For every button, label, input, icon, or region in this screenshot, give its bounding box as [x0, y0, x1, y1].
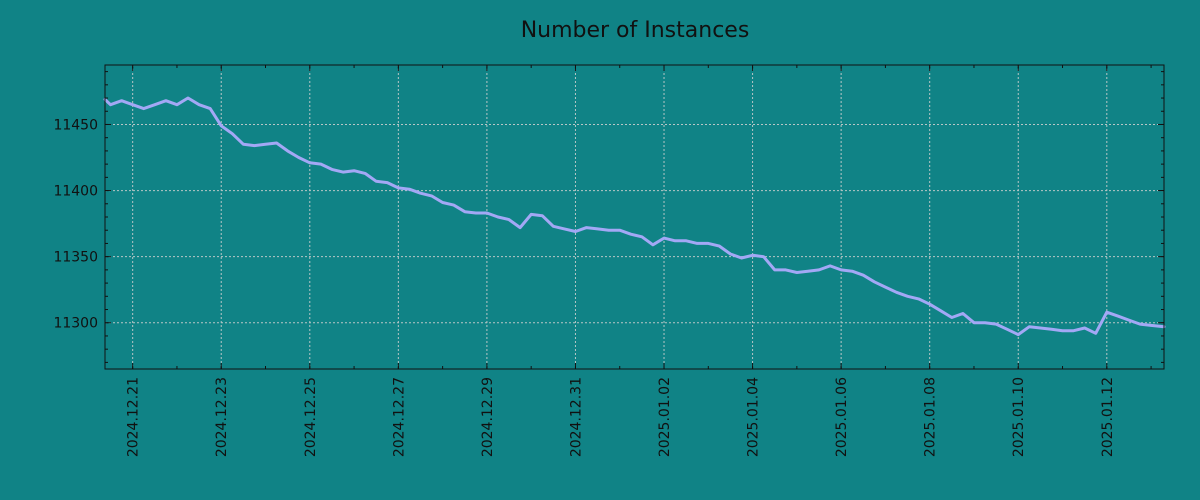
y-tick-label: 11300	[53, 316, 98, 332]
series-line	[103, 96, 1166, 337]
grid-lines	[105, 65, 1164, 369]
y-tick-label: 11350	[53, 250, 98, 266]
x-tick-label: 2025.01.10	[1011, 377, 1027, 457]
x-tick-label: 2024.12.21	[126, 377, 142, 457]
y-tick-label: 11400	[53, 184, 98, 200]
axis-ticks	[105, 65, 1164, 369]
x-tick-label: 2024.12.27	[391, 377, 407, 457]
series-layer	[103, 96, 1166, 337]
x-tick-label: 2024.12.29	[480, 377, 496, 457]
plot-frame	[104, 64, 1165, 370]
y-axis-labels: 11300 11350 11400 11450	[53, 117, 98, 331]
x-tick-label: 2025.01.04	[746, 377, 762, 457]
x-tick-label: 2025.01.08	[923, 377, 939, 457]
x-tick-label: 2024.12.23	[214, 377, 230, 457]
x-axis-labels: 2024.12.21 2024.12.23 2024.12.25 2024.12.27…	[126, 377, 1116, 457]
x-tick-label: 2024.12.25	[303, 377, 319, 457]
y-tick-label: 11450	[53, 117, 98, 133]
chart-title: Number of Instances	[521, 18, 750, 43]
x-tick-label: 2025.01.06	[834, 377, 850, 457]
x-tick-label: 2025.01.02	[657, 377, 673, 457]
x-tick-label: 2024.12.31	[568, 377, 584, 457]
x-tick-label: 2025.01.12	[1100, 377, 1116, 457]
